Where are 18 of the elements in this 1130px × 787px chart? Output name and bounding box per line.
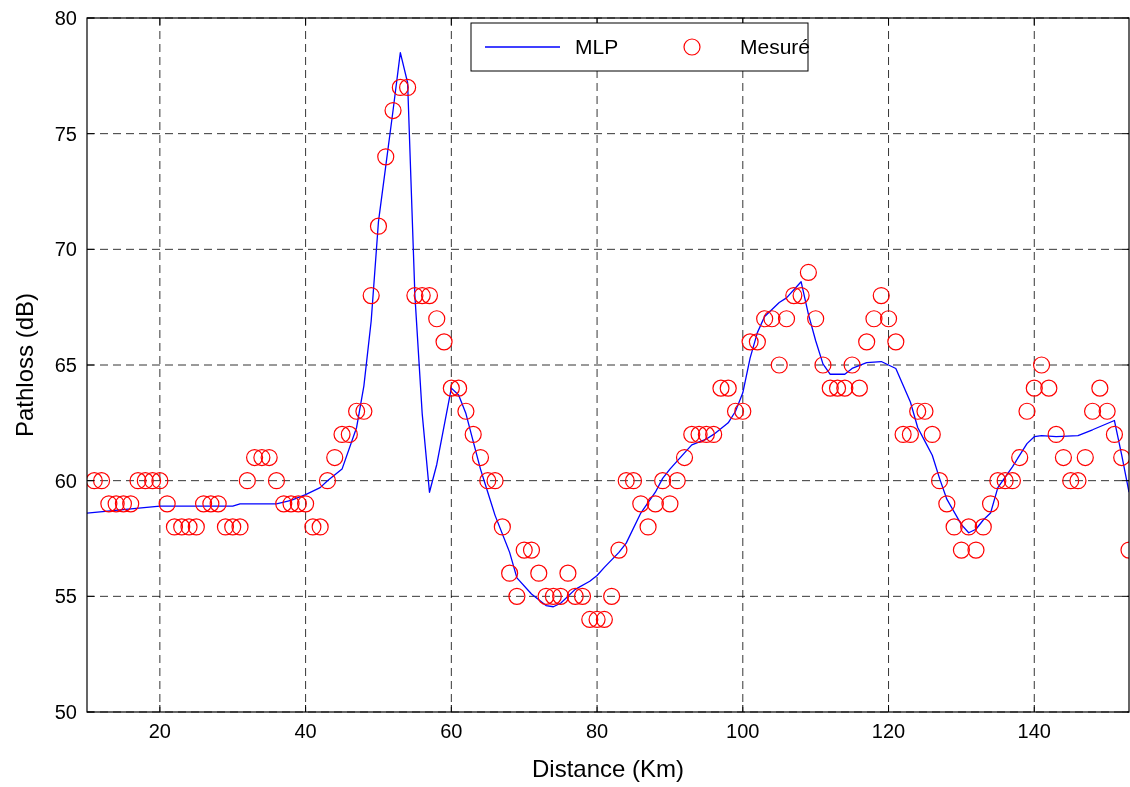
y-tick-label: 50: [54, 701, 77, 723]
y-tick-label: 75: [54, 122, 77, 145]
x-tick-label: 120: [871, 720, 906, 742]
x-tick-label: 100: [726, 720, 760, 742]
y-axis-title: Pathloss (dB): [11, 292, 38, 438]
y-tick-label: 55: [54, 585, 77, 608]
x-tick-label: 40: [294, 720, 317, 742]
y-tick-label: 60: [54, 469, 77, 492]
y-tick-label: 65: [54, 354, 77, 376]
legend-label: Mesuré: [740, 35, 811, 59]
x-axis-title: Distance (Km): [531, 755, 685, 782]
x-tick-label: 140: [1017, 720, 1051, 742]
y-tick-label: 80: [54, 7, 77, 29]
y-tick-label: 70: [54, 238, 77, 261]
legend-label: MLP: [575, 35, 619, 59]
x-tick-label: 60: [440, 720, 463, 742]
x-tick-label: 20: [148, 720, 171, 742]
x-tick-label: 80: [585, 720, 609, 742]
